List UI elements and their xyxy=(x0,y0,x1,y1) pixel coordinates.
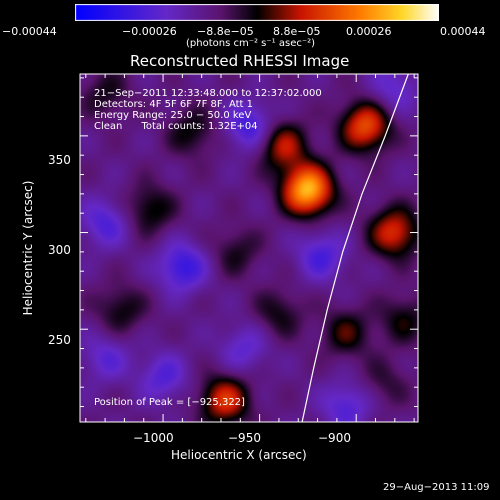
peak-position-label: Position of Peak = [−925,322] xyxy=(94,397,245,408)
x-tick-label: −1000 xyxy=(133,431,174,445)
colorbar-tick-label: −8.8e−05 xyxy=(197,25,254,38)
colorbar-tick-label: −0.00044 xyxy=(2,25,57,38)
solar-limb-line xyxy=(301,73,409,423)
plot-frame xyxy=(79,73,419,423)
x-tick-label: −950 xyxy=(228,431,261,445)
footer-date: 29−Aug−2013 11:09 xyxy=(383,482,490,493)
axis-ticks xyxy=(80,74,418,422)
colorbar-tick-label: 0.00026 xyxy=(346,25,392,38)
x-axis-label: Heliocentric X (arcsec) xyxy=(171,448,307,462)
annotation-detectors: Detectors: 4F 5F 6F 7F 8F, Att 1 xyxy=(94,99,254,110)
colorbar-tick-label: 0.00044 xyxy=(440,25,486,38)
x-tick-label: −900 xyxy=(318,431,351,445)
colorbar-tick-label: −0.00026 xyxy=(122,25,177,38)
y-tick-label: 250 xyxy=(48,333,71,347)
annotation-time-range: 21−Sep−2011 12:33:48.000 to 12:37:02.000 xyxy=(94,88,322,99)
y-tick-label: 350 xyxy=(48,153,71,167)
annotation-energy-range: Energy Range: 25.0 − 50.0 keV xyxy=(94,110,252,121)
heatmap-image xyxy=(80,74,418,422)
y-axis-label: Heliocentric Y (arcsec) xyxy=(21,180,35,316)
colorbar-unit-label: (photons cm⁻² s⁻¹ asec⁻²) xyxy=(186,38,316,49)
chart-title: Reconstructed RHESSI Image xyxy=(130,52,350,70)
y-tick-label: 300 xyxy=(48,243,71,257)
colorbar-tick-label: 8.8e−05 xyxy=(273,25,321,38)
annotation-clean-counts: Clean Total counts: 1.32E+04 xyxy=(94,121,258,132)
colorbar xyxy=(75,4,439,21)
